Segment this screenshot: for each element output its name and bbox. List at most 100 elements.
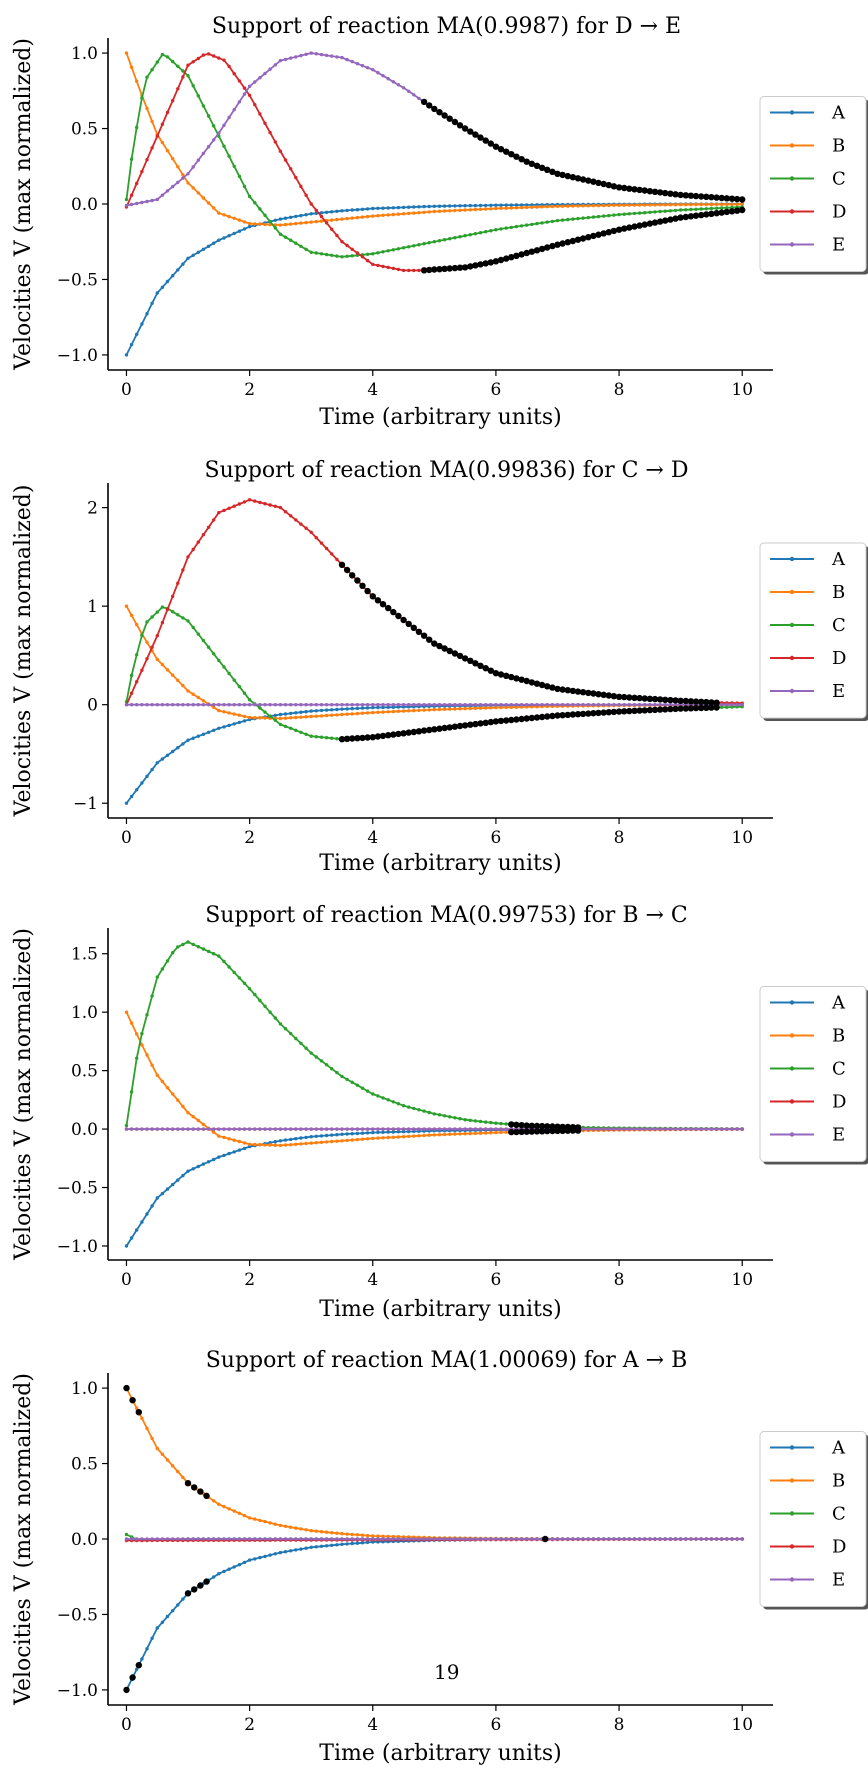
support-point-D	[436, 642, 443, 650]
data-point	[714, 202, 719, 207]
support-point-C	[605, 709, 612, 716]
data-point	[145, 1647, 149, 1651]
data-point	[704, 202, 708, 207]
data-point	[376, 251, 380, 255]
data-point	[232, 108, 236, 112]
data-point	[442, 209, 447, 213]
data-point	[458, 707, 462, 711]
data-point	[247, 1537, 252, 1541]
data-point	[468, 203, 472, 208]
data-point	[135, 125, 139, 130]
data-point	[360, 1137, 365, 1141]
support-point-D	[538, 681, 546, 689]
support-point-D	[610, 227, 618, 235]
data-point	[324, 1537, 329, 1541]
data-point	[335, 1070, 339, 1075]
data-point	[489, 1120, 493, 1125]
support-point-E	[579, 176, 587, 183]
data-point	[232, 1150, 236, 1154]
data-point	[376, 263, 380, 268]
data-point	[478, 207, 483, 211]
data-point	[602, 1127, 606, 1131]
data-point	[345, 712, 349, 716]
data-point	[350, 254, 354, 258]
data-point	[283, 1138, 288, 1142]
y-tick-label: 0.0	[71, 1120, 98, 1140]
data-point	[602, 214, 606, 218]
data-point	[596, 214, 601, 219]
legend-box	[759, 1431, 867, 1607]
data-point	[227, 1507, 231, 1511]
data-point	[181, 942, 185, 947]
support-point-B	[574, 1127, 582, 1134]
support-point-D	[492, 670, 500, 677]
data-point	[278, 217, 283, 221]
data-point	[263, 1554, 267, 1559]
y-tick-label: −0.5	[57, 1605, 98, 1625]
support-point-D	[626, 224, 633, 231]
support-point-A	[203, 1578, 210, 1585]
data-point	[407, 1537, 411, 1541]
data-point	[176, 703, 180, 707]
data-point	[684, 1127, 688, 1131]
data-point	[386, 213, 390, 217]
data-point	[530, 1537, 534, 1541]
data-point	[437, 1127, 442, 1131]
data-point	[201, 151, 206, 156]
support-point-C	[569, 711, 577, 718]
data-point	[350, 1532, 354, 1537]
support-point-E	[574, 175, 582, 182]
data-point	[309, 220, 313, 224]
data-point	[171, 274, 175, 278]
data-point	[309, 530, 313, 534]
data-point	[304, 213, 308, 217]
data-point	[653, 1537, 657, 1541]
support-point-D	[559, 686, 566, 693]
data-point	[140, 1657, 144, 1661]
data-point	[294, 1036, 298, 1041]
data-point	[335, 55, 339, 59]
data-point	[740, 1537, 744, 1541]
data-point	[494, 1127, 498, 1131]
data-point	[391, 248, 395, 252]
support-point-E	[528, 160, 535, 167]
support-point-D	[523, 249, 530, 257]
data-point	[289, 1127, 293, 1131]
support-point-E	[544, 166, 551, 173]
support-point-D	[718, 209, 725, 216]
data-point	[653, 1127, 657, 1131]
data-point	[304, 1141, 308, 1146]
data-point	[150, 146, 154, 150]
data-point	[191, 692, 195, 696]
legend-label-D: D	[832, 202, 846, 223]
data-point	[566, 217, 570, 222]
support-point-C	[533, 714, 541, 721]
data-point	[371, 262, 375, 267]
support-point-E	[718, 194, 725, 202]
data-point	[232, 1509, 236, 1513]
data-point	[540, 205, 544, 209]
y-tick-label: −1.0	[57, 1681, 98, 1701]
data-point	[571, 703, 575, 707]
data-point	[319, 1544, 324, 1549]
support-point-D	[395, 612, 402, 620]
data-point	[135, 1032, 139, 1036]
data-point	[525, 1537, 529, 1541]
series-markers-B	[124, 1010, 744, 1148]
data-point	[417, 703, 421, 707]
data-point	[581, 1127, 585, 1131]
data-point	[407, 89, 411, 94]
data-point	[124, 203, 129, 208]
data-point	[206, 645, 211, 649]
data-point	[232, 216, 236, 220]
data-point	[355, 62, 360, 66]
data-point	[191, 165, 195, 169]
data-point	[222, 508, 226, 513]
support-point-E	[667, 190, 674, 197]
data-point	[442, 204, 447, 208]
support-point-D	[477, 261, 484, 268]
support-point-E	[549, 168, 556, 175]
data-point	[668, 1537, 673, 1541]
data-point	[530, 703, 534, 707]
data-point	[201, 699, 206, 703]
